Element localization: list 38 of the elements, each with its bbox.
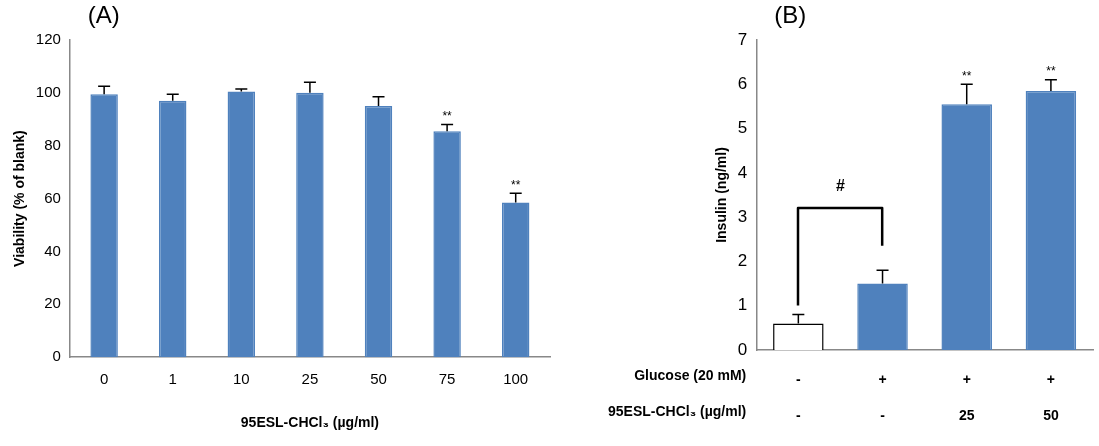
- x-tick-label: 100: [503, 370, 529, 388]
- chart-title: (B): [774, 0, 807, 28]
- y-tick-label: 0: [52, 347, 61, 365]
- annotation: **: [511, 177, 521, 192]
- chart-title: (A): [87, 0, 120, 28]
- category-label: - -: [796, 370, 801, 423]
- category-label: + -: [878, 370, 887, 423]
- y-tick-label: 80: [44, 135, 61, 153]
- x-tick-label: 50: [370, 370, 387, 388]
- x-tick-label: 25: [301, 370, 319, 388]
- annotation: **: [962, 68, 972, 83]
- y-tick-label: 120: [35, 30, 61, 48]
- annotation: #: [835, 176, 845, 194]
- y-tick-label: 20: [44, 294, 61, 312]
- x-axis-title: 95ESL-CHCl₃ (µg/ml): [240, 414, 380, 431]
- annotation: **: [442, 108, 453, 123]
- x-tick-label: 10: [232, 370, 250, 388]
- y-axis-title: Viability (% of blank): [11, 130, 28, 267]
- y-tick-label: 6: [737, 73, 748, 93]
- category-label: + 25: [958, 370, 975, 423]
- x-tick-label: 75: [438, 370, 456, 388]
- x-tick-label: 0: [99, 370, 109, 388]
- x-tick-label: 1: [168, 370, 177, 388]
- y-tick-label: 0: [737, 339, 748, 359]
- text: 95ESL-CHCl₃ (µg/ml): [608, 402, 747, 419]
- y-tick-label: 40: [44, 241, 61, 259]
- y-tick-label: 60: [44, 188, 61, 206]
- text: Glucose (20 mM): [634, 366, 747, 383]
- category-label: + 50: [1043, 370, 1059, 423]
- y-axis-title: Insulin (ng/ml): [713, 147, 730, 243]
- y-tick-label: 100: [35, 83, 61, 101]
- y-tick-label: 7: [737, 29, 748, 49]
- y-tick-label: 2: [737, 251, 748, 271]
- y-tick-label: 3: [737, 206, 748, 226]
- y-tick-label: 5: [737, 118, 748, 138]
- annotation: **: [1046, 64, 1056, 79]
- y-tick-label: 4: [737, 162, 748, 182]
- y-tick-label: 1: [737, 295, 748, 315]
